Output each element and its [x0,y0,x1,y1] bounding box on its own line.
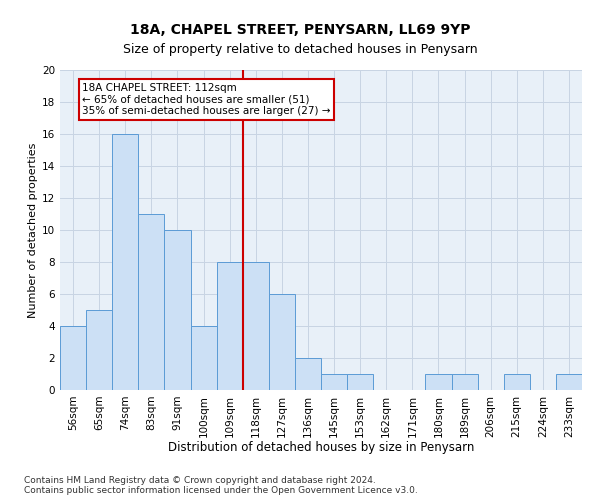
Bar [425,374,452,390]
Bar [217,262,243,390]
Bar [191,326,217,390]
Bar [452,374,478,390]
X-axis label: Distribution of detached houses by size in Penysarn: Distribution of detached houses by size … [168,441,474,454]
Bar [164,230,191,390]
Bar [269,294,295,390]
Bar [139,214,164,390]
Text: Contains HM Land Registry data © Crown copyright and database right 2024.
Contai: Contains HM Land Registry data © Crown c… [24,476,418,495]
Bar [242,262,269,390]
Bar [504,374,530,390]
Bar [60,326,86,390]
Bar [321,374,347,390]
Bar [347,374,373,390]
Bar [112,134,139,390]
Text: Size of property relative to detached houses in Penysarn: Size of property relative to detached ho… [122,42,478,56]
Bar [556,374,582,390]
Bar [295,358,321,390]
Y-axis label: Number of detached properties: Number of detached properties [28,142,38,318]
Bar [86,310,112,390]
Text: 18A, CHAPEL STREET, PENYSARN, LL69 9YP: 18A, CHAPEL STREET, PENYSARN, LL69 9YP [130,22,470,36]
Text: 18A CHAPEL STREET: 112sqm
← 65% of detached houses are smaller (51)
35% of semi-: 18A CHAPEL STREET: 112sqm ← 65% of detac… [82,83,331,116]
